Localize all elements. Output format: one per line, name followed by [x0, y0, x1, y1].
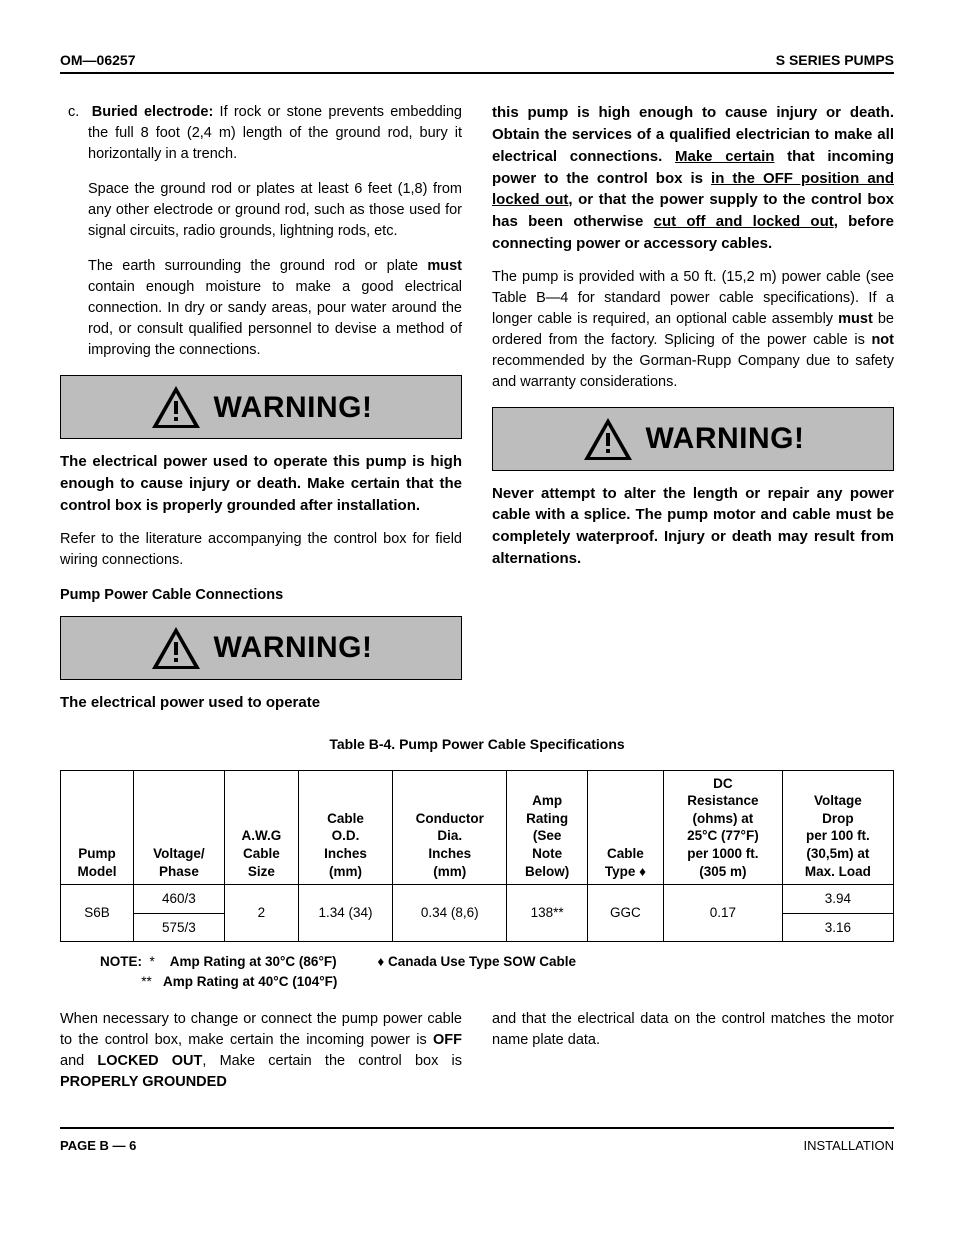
- th-dcr: DCResistance(ohms) at25°C (77°F)per 1000…: [663, 770, 782, 884]
- wt-u1: Make certain: [675, 148, 774, 165]
- th-cond: ConductorDia.Inches(mm): [393, 770, 507, 884]
- warning-top-right: this pump is high enough to cause injury…: [492, 102, 894, 254]
- cell-amp: 138**: [507, 885, 587, 942]
- cell-awg: 2: [224, 885, 298, 942]
- cell-vd2: 3.16: [782, 913, 893, 942]
- page-header: OM—06257 S SERIES PUMPS: [60, 50, 894, 74]
- warning-box-3: WARNING!: [492, 407, 894, 471]
- warning-label-2: WARNING!: [214, 626, 373, 670]
- item-c: c. Buried electrode: If rock or stone pr…: [60, 102, 462, 165]
- bl-b: OFF: [433, 1032, 462, 1048]
- cell-vp1: 460/3: [134, 885, 225, 914]
- note-line2: Amp Rating at 40°C (104°F): [163, 974, 337, 989]
- warning-triangle-icon: [150, 625, 202, 671]
- p3-pre: The earth surrounding the ground rod or …: [88, 258, 427, 274]
- th-awg: A.W.GCableSize: [224, 770, 298, 884]
- page-footer: PAGE B — 6 INSTALLATION: [60, 1127, 894, 1156]
- bottom-right-para: and that the electrical data on the cont…: [492, 1009, 894, 1051]
- bl-c: and: [60, 1053, 97, 1069]
- table-title: Table B-4. Pump Power Cable Specificatio…: [60, 734, 894, 754]
- note-left: NOTE: * Amp Rating at 30°C (86°F) ** Amp…: [100, 952, 337, 991]
- th-amp: AmpRating(SeeNoteBelow): [507, 770, 587, 884]
- note-label: NOTE:: [100, 954, 142, 969]
- footer-right: INSTALLATION: [803, 1137, 894, 1156]
- para-refer-lit: Refer to the literature accompanying the…: [60, 529, 462, 571]
- spec-table: PumpModel Voltage/Phase A.W.GCableSize C…: [60, 770, 894, 942]
- cell-od: 1.34 (34): [298, 885, 392, 942]
- right-column: this pump is high enough to cause injury…: [492, 102, 894, 713]
- p3-bold: must: [427, 258, 462, 274]
- bl-f: PROPERLY GROUNDED: [60, 1074, 227, 1090]
- bl-d: LOCKED OUT: [97, 1053, 202, 1069]
- th-voltage: Voltage/Phase: [134, 770, 225, 884]
- warning-triangle-icon: [582, 416, 634, 462]
- warning-label-1: WARNING!: [214, 386, 373, 430]
- warning-trail-2: The electrical power used to operate: [60, 692, 462, 714]
- cell-ctype: GGC: [587, 885, 663, 942]
- warning-triangle-icon: [150, 384, 202, 430]
- wt-u3: cut off and locked out: [654, 213, 834, 230]
- para-space-rod: Space the ground rod or plates at least …: [88, 179, 462, 242]
- p3-post: contain enough moisture to make a good e…: [88, 279, 462, 358]
- bottom-left: When necessary to change or connect the …: [60, 1009, 462, 1093]
- cell-cond: 0.34 (8,6): [393, 885, 507, 942]
- main-columns: c. Buried electrode: If rock or stone pr…: [60, 102, 894, 713]
- warning-body-3: Never attempt to alter the length or rep…: [492, 483, 894, 570]
- footer-left: PAGE B — 6: [60, 1137, 136, 1156]
- th-ctype: CableType ♦: [587, 770, 663, 884]
- left-column: c. Buried electrode: If rock or stone pr…: [60, 102, 462, 713]
- bottom-right: and that the electrical data on the cont…: [492, 1009, 894, 1093]
- warning-body-1: The electrical power used to operate thi…: [60, 451, 462, 516]
- cell-vp2: 575/3: [134, 913, 225, 942]
- table-row: S6B 460/3 2 1.34 (34) 0.34 (8,6) 138** G…: [61, 885, 894, 914]
- note-right: ♦ Canada Use Type SOW Cable: [377, 952, 576, 991]
- bl-a: When necessary to change or connect the …: [60, 1011, 462, 1048]
- rp-d: not: [871, 332, 894, 348]
- cell-vd1: 3.94: [782, 885, 893, 914]
- para-cable-provided: The pump is provided with a 50 ft. (15,2…: [492, 267, 894, 393]
- cell-dcr: 0.17: [663, 885, 782, 942]
- warning-label-3: WARNING!: [646, 417, 805, 461]
- header-left: OM—06257: [60, 50, 135, 70]
- para-earth-moisture: The earth surrounding the ground rod or …: [88, 256, 462, 361]
- warning-box-1: WARNING!: [60, 375, 462, 439]
- th-vdrop: VoltageDropper 100 ft.(30,5m) atMax. Loa…: [782, 770, 893, 884]
- note-line1: Amp Rating at 30°C (86°F): [170, 954, 337, 969]
- cell-model: S6B: [61, 885, 134, 942]
- note-row: NOTE: * Amp Rating at 30°C (86°F) ** Amp…: [60, 952, 894, 991]
- rp-b: must: [838, 311, 873, 327]
- sub-heading-power-cable: Pump Power Cable Connections: [60, 585, 462, 606]
- rp-a: The pump is provided with a 50 ft. (15,2…: [492, 269, 894, 327]
- header-right: S SERIES PUMPS: [776, 50, 894, 70]
- bottom-left-para: When necessary to change or connect the …: [60, 1009, 462, 1093]
- th-od: CableO.D.Inches(mm): [298, 770, 392, 884]
- bottom-columns: When necessary to change or connect the …: [60, 1009, 894, 1093]
- bl-e: , Make certain the control box is: [202, 1053, 462, 1069]
- rp-e: recommended by the Gorman-Rupp Company d…: [492, 353, 894, 390]
- table-header-row: PumpModel Voltage/Phase A.W.GCableSize C…: [61, 770, 894, 884]
- warning-box-2: WARNING!: [60, 616, 462, 680]
- th-model: PumpModel: [61, 770, 134, 884]
